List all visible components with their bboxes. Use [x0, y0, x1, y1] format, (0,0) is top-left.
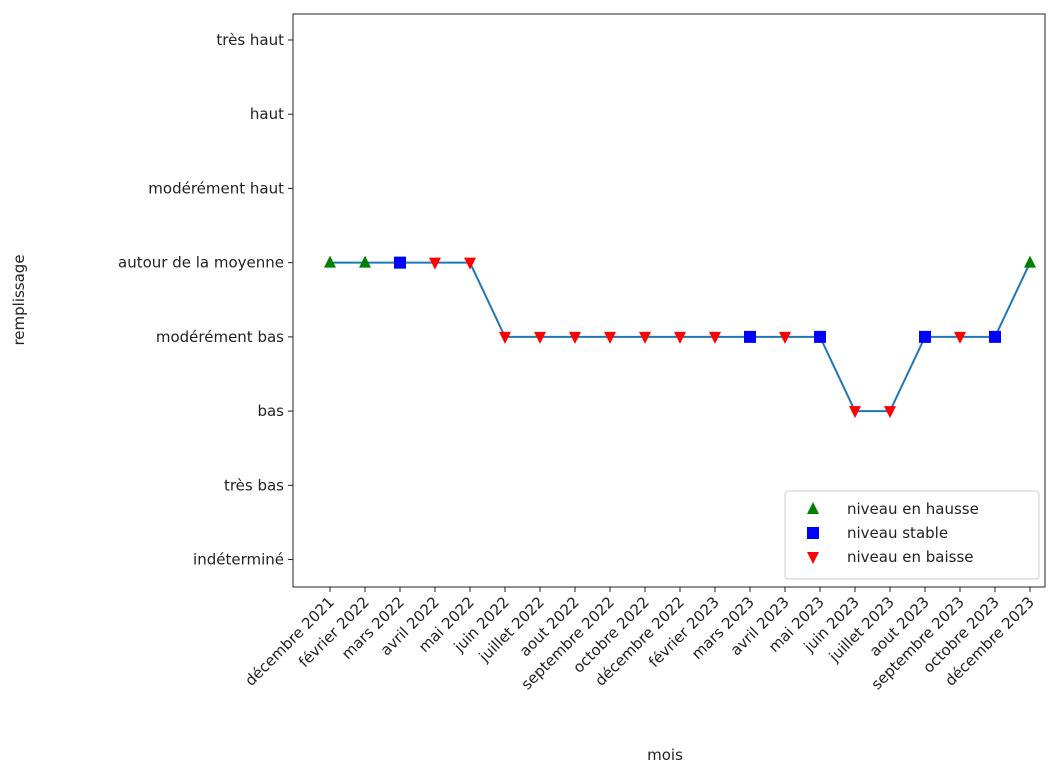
legend-marker — [807, 502, 819, 514]
marker — [429, 257, 441, 270]
y-tick-label: modérément haut — [148, 179, 284, 197]
x-axis-label: mois — [647, 746, 683, 764]
marker — [919, 330, 931, 343]
marker — [569, 331, 581, 344]
y-tick-label: indéterminé — [193, 551, 284, 569]
marker — [849, 406, 861, 419]
y-tick-label: autour de la moyenne — [118, 254, 284, 272]
legend-box — [784, 490, 1040, 580]
marker — [359, 255, 371, 268]
y-tick-label: haut — [250, 105, 284, 123]
legend-marker — [807, 527, 819, 539]
marker — [954, 331, 966, 344]
marker — [1024, 255, 1036, 268]
marker — [779, 331, 791, 344]
marker — [814, 330, 826, 343]
marker — [674, 331, 686, 344]
legend-marker — [807, 552, 819, 564]
marker — [464, 257, 476, 270]
marker — [499, 331, 511, 344]
plot-frame — [292, 13, 1046, 588]
marker — [989, 330, 1001, 343]
marker — [604, 331, 616, 344]
marker — [884, 406, 896, 419]
legend-label: niveau en hausse — [847, 500, 979, 518]
y-tick-label: modérément bas — [156, 328, 284, 346]
marker — [709, 331, 721, 344]
legend-label: niveau stable — [847, 524, 948, 542]
y-tick-label: très bas — [224, 476, 284, 494]
marker — [534, 331, 546, 344]
legend-label: niveau en baisse — [847, 548, 974, 566]
marker — [744, 330, 756, 343]
y-axis-label: remplissage — [10, 254, 28, 345]
marker — [394, 256, 406, 269]
y-tick-label: bas — [257, 402, 284, 420]
marker — [324, 255, 336, 268]
y-tick-label: très haut — [216, 31, 284, 49]
marker — [639, 331, 651, 344]
